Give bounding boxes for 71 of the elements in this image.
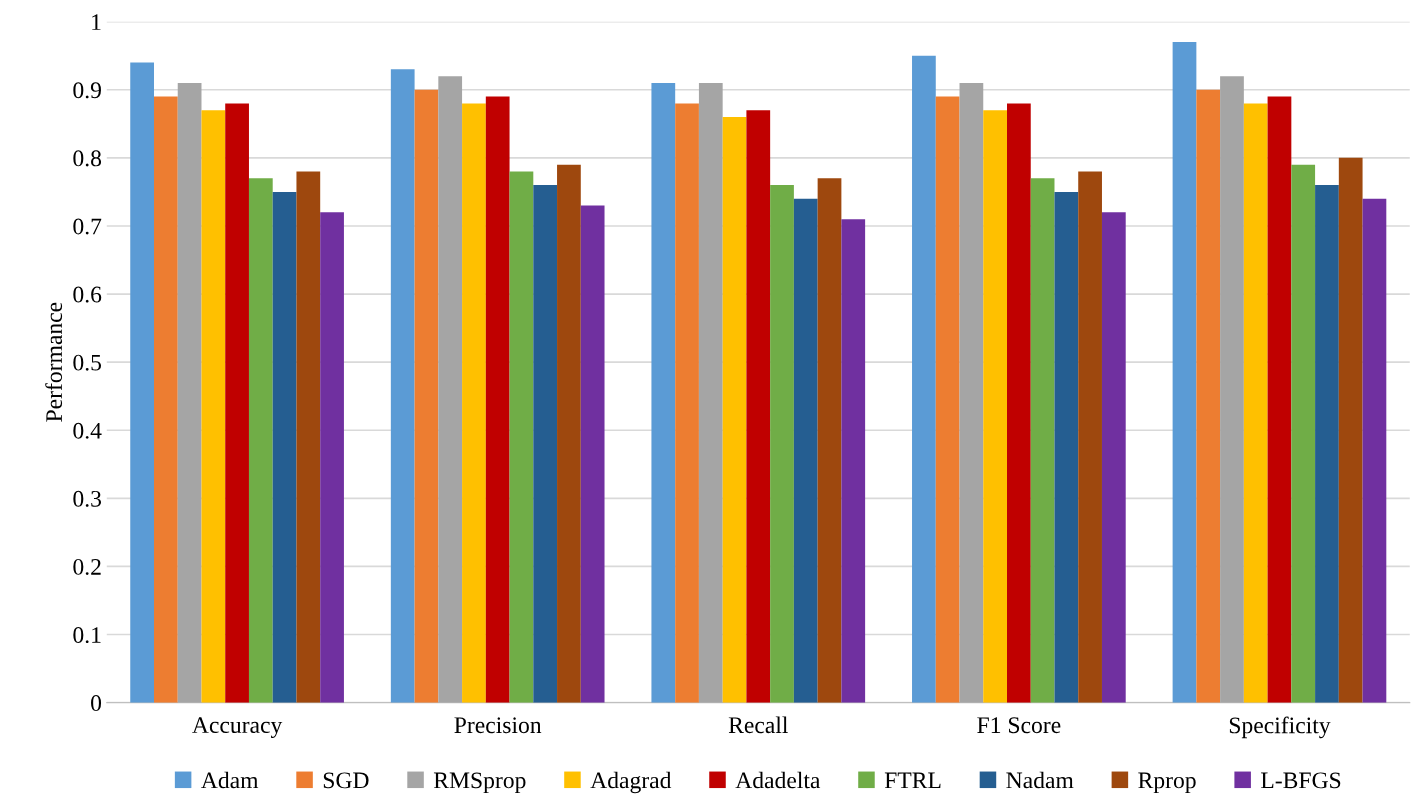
- bar: [557, 164, 581, 703]
- bar: [1078, 171, 1102, 703]
- bar: [793, 198, 818, 703]
- x-tick-label: Recall: [728, 716, 788, 734]
- bar: [651, 82, 676, 703]
- bar: [320, 212, 344, 703]
- bar: [959, 82, 984, 703]
- y-tick-label: 0.4: [73, 422, 102, 439]
- bar: [841, 219, 866, 703]
- bar: [722, 117, 747, 703]
- bar: [698, 82, 723, 703]
- bar: [1362, 198, 1387, 703]
- bar: [272, 191, 297, 703]
- bar: [746, 110, 771, 703]
- legend-label: Nadam: [1006, 771, 1074, 789]
- bar: [462, 103, 486, 703]
- legend-label: Adadelta: [735, 771, 821, 789]
- bar: [1267, 96, 1292, 703]
- bar: [983, 110, 1007, 703]
- bar: [1196, 89, 1221, 703]
- bar: [130, 62, 154, 703]
- bar: [1220, 76, 1244, 703]
- legend-label: Adagrad: [590, 771, 672, 794]
- bar: [580, 205, 605, 703]
- x-tick-label: Accuracy: [192, 717, 283, 738]
- y-axis-title: Performance: [45, 302, 63, 422]
- bar: [201, 110, 226, 703]
- bar: [912, 55, 936, 703]
- y-tick-label: 0.6: [73, 286, 102, 303]
- legend-label: Adam: [201, 771, 259, 789]
- bar: [154, 96, 178, 703]
- y-tick-label: 0.7: [73, 218, 102, 235]
- bar: [225, 103, 249, 703]
- bar: [770, 185, 794, 703]
- bar: [485, 96, 510, 703]
- legend-label: SGD: [323, 772, 369, 789]
- x-tick-label: F1 Score: [977, 717, 1061, 734]
- legend-label: FTRL: [884, 772, 941, 789]
- bar: [509, 171, 534, 703]
- bar: [248, 178, 273, 703]
- y-tick-label: 0.2: [73, 558, 101, 575]
- x-tick-label: Precision: [454, 717, 542, 734]
- bar: [1338, 157, 1363, 703]
- y-tick-label: 0.8: [73, 150, 102, 167]
- bar: [1291, 164, 1316, 703]
- legend-label: L-BFGS: [1261, 772, 1341, 789]
- bar: [177, 82, 202, 703]
- bar: [1243, 103, 1268, 703]
- bar: [1054, 191, 1079, 703]
- bar: [296, 171, 321, 703]
- bar: [390, 69, 415, 703]
- bar: [414, 89, 439, 703]
- legend-label: Rprop: [1138, 772, 1196, 794]
- legend-label: RMSprop: [433, 772, 526, 794]
- bar: [1101, 212, 1126, 703]
- bar: [675, 103, 699, 703]
- bar: [1172, 42, 1197, 703]
- bar: [1030, 178, 1055, 703]
- y-tick-label: 1: [92, 14, 101, 30]
- y-tick-label: 0.5: [73, 354, 102, 371]
- y-tick-label: 0.9: [73, 82, 101, 99]
- x-tick-label: Specificity: [1229, 716, 1331, 739]
- y-tick-label: 0.1: [73, 627, 101, 644]
- bar: [817, 178, 842, 703]
- y-tick-label: 0: [91, 695, 102, 712]
- bar: [438, 76, 463, 703]
- bar: [935, 96, 960, 703]
- bar: [533, 185, 558, 703]
- bar: [1007, 103, 1031, 703]
- y-tick-label: 0.3: [73, 490, 102, 507]
- bar: [1315, 185, 1339, 703]
